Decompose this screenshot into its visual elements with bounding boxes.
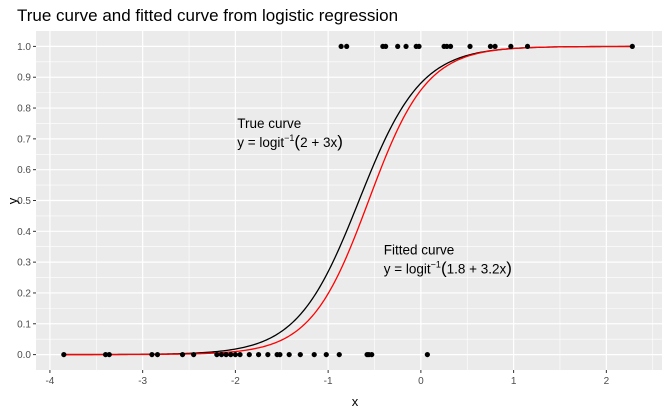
y-tick-label: 0.4	[17, 227, 31, 238]
formula-prefix: y = logit	[237, 135, 284, 150]
x-tick-label: -1	[324, 376, 333, 387]
data-point	[277, 351, 283, 358]
data-point	[106, 351, 112, 358]
data-point	[228, 351, 234, 358]
data-point	[383, 43, 389, 50]
data-point	[424, 351, 430, 358]
x-tick-label: 0	[418, 376, 424, 387]
x-tick-label: -2	[231, 376, 240, 387]
formula-close-paren: )	[506, 258, 512, 277]
x-tick-label: 2	[604, 376, 610, 387]
data-point	[191, 351, 197, 358]
data-point	[629, 43, 635, 50]
x-axis-title: x	[352, 394, 359, 409]
y-tick-label: 0.0	[17, 350, 31, 361]
y-tick-label: 0.3	[17, 258, 31, 269]
formula-superscript: −1	[431, 259, 441, 269]
y-tick-label: 0.8	[17, 104, 31, 115]
data-point	[395, 43, 401, 50]
x-tick-label: 1	[511, 376, 517, 387]
data-point	[336, 351, 342, 358]
annotation-label: True curve	[237, 116, 301, 131]
data-points	[61, 43, 635, 358]
formula-open-paren: (	[294, 132, 300, 151]
data-point	[179, 351, 186, 358]
formula-args: 1.8 + 3.2x	[447, 261, 507, 276]
data-point	[265, 351, 271, 358]
data-point	[237, 351, 243, 358]
data-point	[447, 43, 454, 50]
data-point	[218, 351, 225, 358]
data-point	[369, 351, 375, 358]
data-point	[338, 43, 344, 50]
data-point	[492, 43, 498, 50]
data-point	[311, 351, 317, 358]
annotation-formula: y = logit−1(2 + 3x)	[237, 132, 343, 151]
data-point	[323, 351, 329, 358]
formula-args: 2 + 3x	[300, 135, 337, 150]
y-axis: 0.0 0.1 0.2 0.3 0.4 0.5 0.6 0.7 0.8 0.9 1.0	[17, 42, 36, 361]
formula-superscript: −1	[284, 133, 294, 143]
y-tick-label: 0.6	[17, 165, 31, 176]
y-tick-label: 0.5	[17, 196, 31, 207]
x-tick-label: -4	[45, 376, 54, 387]
data-point	[232, 351, 238, 358]
formula-prefix: y = logit	[384, 261, 431, 276]
minor-gridlines	[36, 31, 662, 370]
data-point	[223, 351, 229, 358]
data-point	[403, 43, 409, 50]
annotation-label: Fitted curve	[384, 242, 455, 257]
data-point	[255, 351, 262, 358]
data-point	[61, 351, 67, 358]
data-point	[154, 351, 161, 358]
data-point	[467, 43, 473, 50]
data-point	[246, 351, 252, 358]
x-tick-label: -3	[138, 376, 147, 387]
y-tick-label: 1.0	[17, 42, 31, 53]
x-axis: -4 -3 -2 -1 0 1 2	[45, 370, 610, 387]
y-tick-label: 0.2	[17, 288, 31, 299]
data-point	[297, 351, 303, 358]
data-point	[214, 351, 220, 358]
data-point	[444, 43, 450, 50]
data-point	[286, 351, 292, 358]
formula-close-paren: )	[337, 132, 343, 151]
data-point	[487, 43, 494, 50]
data-point	[344, 43, 350, 50]
y-tick-label: 0.7	[17, 134, 31, 145]
y-tick-label: 0.9	[17, 73, 31, 84]
y-tick-label: 0.1	[17, 319, 31, 330]
data-point	[416, 43, 422, 50]
data-point	[102, 351, 109, 358]
data-point	[524, 43, 531, 50]
y-axis-title: y	[5, 197, 20, 204]
data-point	[149, 351, 155, 358]
data-point	[508, 43, 514, 50]
chart-title: True curve and fitted curve from logisti…	[17, 6, 398, 25]
annotation-formula: y = logit−1(1.8 + 3.2x)	[384, 258, 512, 277]
formula-open-paren: (	[441, 258, 447, 277]
